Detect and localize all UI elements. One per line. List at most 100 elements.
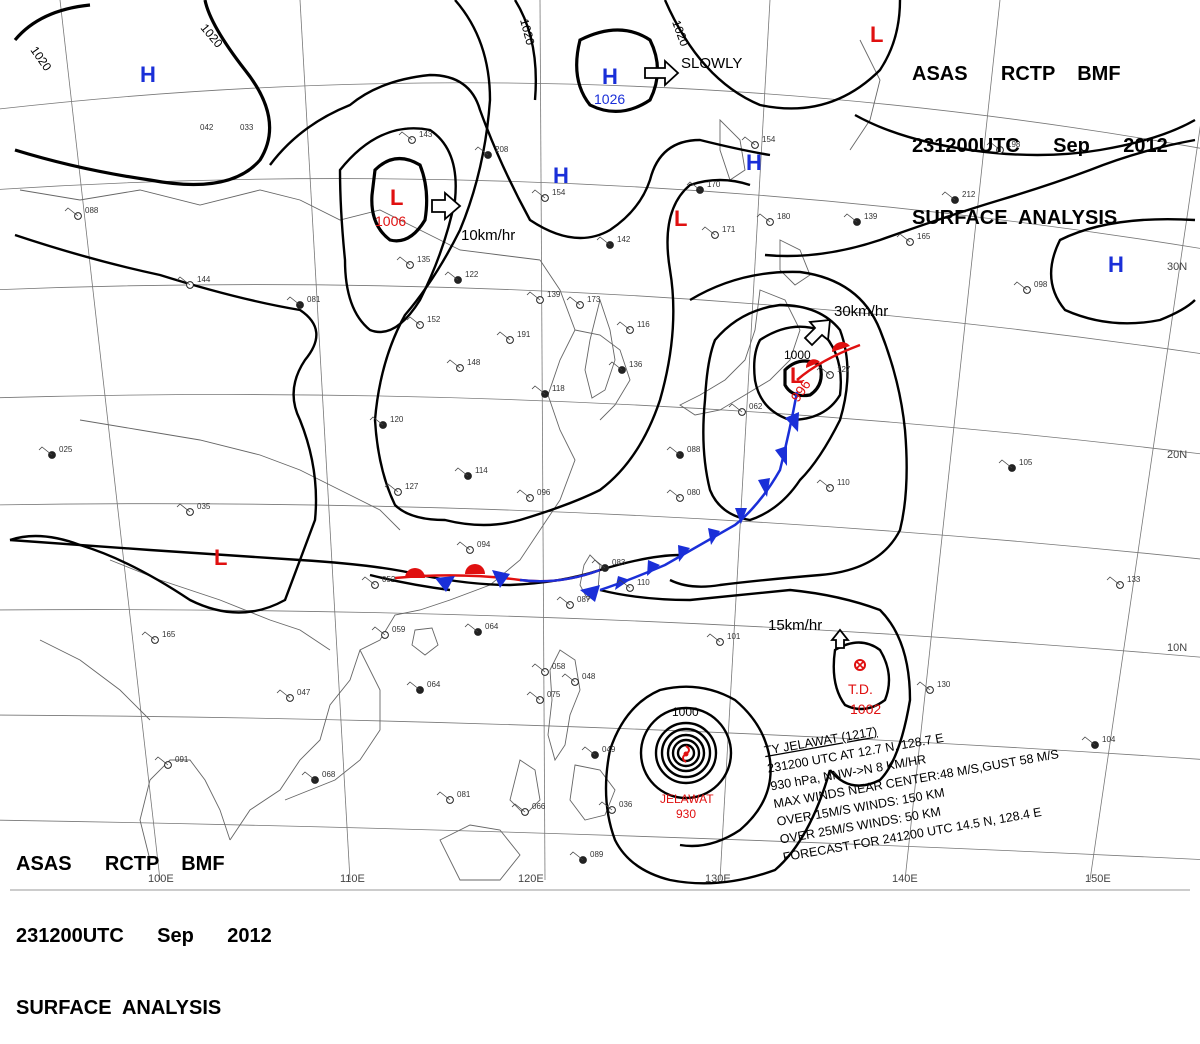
wind-barb: [531, 663, 546, 673]
wind-barb: [176, 276, 191, 286]
isobar-label: 1020: [517, 17, 538, 47]
station-pressure-label: 088: [85, 206, 99, 215]
wind-barb: [371, 626, 386, 636]
wind-barb: [64, 207, 79, 217]
wind-barb: [686, 181, 701, 191]
station-pressure-label: 042: [200, 123, 214, 132]
station-pressure-label: 191: [517, 330, 531, 339]
station-pressure-label: 081: [307, 295, 321, 304]
graticule: [0, 0, 1200, 891]
typhoon-name: JELAWAT: [660, 792, 714, 806]
wind-barb: [666, 489, 681, 499]
station-pressure-label: 068: [322, 770, 336, 779]
station-pressure-label: 208: [495, 145, 509, 154]
wind-barb: [706, 633, 721, 643]
wind-barb: [616, 321, 631, 331]
latitude-labels: 30N 20N 10N: [1167, 261, 1187, 654]
wind-barb: [396, 256, 411, 266]
warm-front: [796, 342, 861, 381]
coastlines: [19, 39, 881, 881]
wind-barb: [384, 483, 399, 493]
wind-barb: [531, 385, 546, 395]
station-pressure-label: 098: [1034, 280, 1048, 289]
station-pressure-label: 035: [197, 502, 211, 511]
lon-label: 150E: [1085, 873, 1111, 885]
station-pressure-label: 075: [547, 690, 561, 699]
motion-label: 15km/hr: [768, 617, 822, 634]
station-pressure-label: 096: [537, 488, 551, 497]
low-pressure-symbol: L: [390, 185, 403, 210]
wind-barb: [369, 416, 384, 426]
wind-barb: [526, 691, 541, 701]
lon-label: 120E: [518, 873, 544, 885]
station-pressure-label: 062: [749, 402, 763, 411]
wind-barb: [436, 791, 451, 801]
station-pressure-label: 136: [629, 360, 643, 369]
wind-barb: [286, 296, 301, 306]
station-pressure-label: 094: [477, 540, 491, 549]
wind-barb: [728, 403, 743, 413]
wind-barb: [591, 559, 606, 569]
high-pressure-value: 1026: [594, 91, 625, 107]
station-pressure-label: 058: [552, 662, 566, 671]
wind-barb: [666, 446, 681, 456]
wind-barb: [941, 191, 956, 201]
station-pressure-label: 088: [687, 445, 701, 454]
wind-barb: [444, 271, 459, 281]
header-line-1: ASAS RCTP BMF: [912, 63, 1121, 85]
wind-barb: [701, 226, 716, 236]
wind-barb: [496, 331, 511, 341]
station-pressure-label: 198: [1007, 140, 1021, 149]
station-pressure-label: 064: [485, 622, 499, 631]
wind-barb: [581, 746, 596, 756]
wind-barb: [406, 681, 421, 691]
motion-label: 10km/hr: [461, 227, 515, 244]
wind-barb: [1106, 576, 1121, 586]
station-pressure-label: 127: [405, 482, 419, 491]
wind-barb: [896, 233, 911, 243]
station-pressure-label: 081: [457, 790, 471, 799]
lat-label: 20N: [1167, 449, 1187, 461]
station-pressure-label: 087: [577, 595, 591, 604]
td-label: T.D.: [848, 681, 873, 697]
station-pressure-label: 036: [619, 800, 633, 809]
station-pressure-label: 152: [427, 315, 441, 324]
station-pressure-label: 143: [419, 130, 433, 139]
high-pressure-symbol: H: [140, 62, 156, 87]
header-line-1: ASAS RCTP BMF: [16, 853, 225, 875]
low-pressure-symbol: L: [790, 363, 803, 388]
wind-barb: [1081, 736, 1096, 746]
wind-barb: [511, 803, 526, 813]
high-pressure-symbol: H: [602, 64, 618, 89]
wind-barb: [446, 359, 461, 369]
lon-label: 110E: [340, 873, 365, 885]
wind-barb: [556, 596, 571, 606]
wind-barb: [531, 189, 546, 199]
wind-barb: [361, 576, 376, 586]
cold-front: [599, 391, 799, 592]
header-top-right: ASAS RCTP BMF 231200UTC Sep 2012 SURFACE…: [912, 14, 1168, 254]
wind-barb: [38, 446, 53, 456]
station-pressure-label: 139: [864, 212, 878, 221]
station-pressure-label: 059: [392, 625, 406, 634]
lon-label: 100E: [148, 873, 174, 885]
station-pressure-label: 212: [962, 190, 976, 199]
lat-label: 10N: [1167, 642, 1187, 654]
station-pressure-label: 130: [937, 680, 951, 689]
wind-barb: [616, 579, 631, 589]
station-pressure-label: 114: [475, 466, 488, 475]
header-line-2: 231200UTC Sep 2012: [16, 925, 272, 947]
wind-barb: [456, 541, 471, 551]
wind-barb: [569, 851, 584, 861]
wind-barb: [176, 503, 191, 513]
td-pressure: 1002: [850, 701, 881, 717]
wind-barb: [916, 681, 931, 691]
wind-barb: [1013, 281, 1028, 291]
wind-barb: [398, 131, 413, 141]
motion-arrows: [431, 58, 850, 649]
wind-barb: [843, 213, 858, 223]
motion-labels: SLOWLY 10km/hr 30km/hr 15km/hr: [461, 55, 888, 634]
station-pressure-label: 110: [837, 478, 850, 487]
station-pressure-label: 047: [297, 688, 311, 697]
motion-label: SLOWLY: [681, 55, 742, 72]
